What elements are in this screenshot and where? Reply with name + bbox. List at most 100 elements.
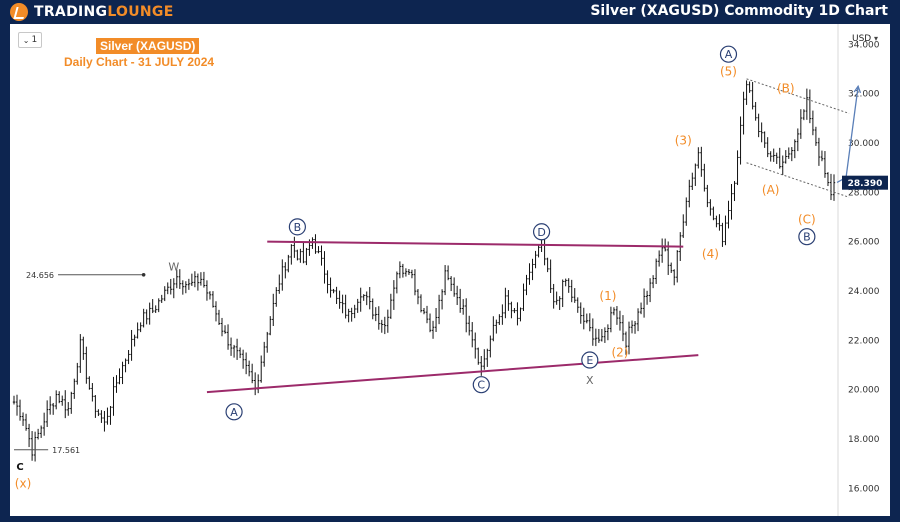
ohlc-bar — [461, 299, 465, 315]
y-tick-label: 28.000 — [848, 188, 880, 198]
last-price-label: 28.390 — [848, 179, 883, 189]
ohlc-bar — [480, 356, 483, 376]
ohlc-bar — [272, 293, 275, 327]
ohlc-bar — [175, 269, 178, 289]
ohlc-bar — [386, 309, 390, 333]
wave-label: C — [16, 462, 23, 473]
chart-area[interactable]: USD ▾ 34.000 32.000 30.000 28.000 26.000 24.000… — [10, 24, 890, 516]
ohlc-bar — [302, 241, 305, 264]
interval-selector[interactable]: ⌄ 1 — [18, 32, 42, 48]
ohlc-bar — [685, 197, 688, 226]
ohlc-bar — [455, 285, 459, 306]
ohlc-bar — [172, 278, 175, 299]
ohlc-bar — [567, 278, 570, 293]
ohlc-bar — [645, 290, 649, 305]
ohlc-bar — [347, 308, 350, 323]
ohlc-bar — [642, 288, 646, 318]
ohlc-bar — [799, 109, 803, 139]
ohlc-bar — [67, 402, 70, 416]
ohlc-bar — [730, 183, 733, 220]
ohlc-bar — [305, 247, 308, 266]
ohlc-bar — [507, 290, 510, 311]
ohlc-bar — [657, 250, 661, 267]
ohlc-bar — [374, 307, 377, 322]
ohlc-bar — [618, 310, 622, 331]
ohlc-bar — [654, 258, 658, 285]
ohlc-bar — [55, 390, 58, 410]
ohlc-bar — [703, 163, 706, 192]
ohlc-bar — [30, 431, 34, 461]
ohlc-bar — [299, 248, 302, 263]
ohlc-bar — [24, 413, 28, 431]
last-price-badge — [842, 175, 888, 190]
ohlc-bar — [199, 272, 203, 286]
ohlc-bar — [576, 297, 579, 313]
logo-word-lounge: LOUNGE — [107, 4, 174, 20]
ohlc-bar — [33, 431, 37, 462]
ohlc-bar — [260, 355, 263, 383]
ohlc-bar — [64, 390, 67, 419]
ohlc-bar — [682, 214, 685, 238]
ohlc-bar — [88, 376, 91, 390]
ohlc-bar — [519, 307, 522, 322]
ohlc-bar — [585, 313, 588, 324]
ohlc-bar — [498, 314, 501, 325]
ohlc-bar — [407, 269, 411, 275]
wave-label-circle — [532, 223, 551, 241]
ohlc-bar — [335, 286, 338, 304]
ohlc-bar — [42, 412, 46, 436]
wave-label-text: B — [803, 231, 811, 244]
ohlc-bar — [504, 287, 507, 319]
wave-label: (A) — [762, 183, 780, 197]
ohlc-bar — [486, 348, 489, 367]
logo-word-trading: TRADING — [34, 4, 108, 20]
ohlc-bar — [465, 298, 468, 333]
ohlc-bar — [697, 147, 700, 169]
wave-label-circle — [225, 403, 243, 421]
ohlc-bar — [715, 215, 718, 228]
ohlc-bar — [558, 296, 561, 310]
ohlc-bar — [832, 174, 836, 201]
ohlc-bar — [422, 307, 426, 315]
ohlc-bar — [229, 337, 233, 356]
ohlc-bar — [139, 322, 142, 333]
ohlc-bar — [392, 280, 396, 310]
wave-label-text: (1) — [599, 289, 616, 303]
ohlc-bar — [103, 410, 106, 432]
ohlc-bar — [615, 306, 619, 325]
wave-label-circle — [719, 45, 738, 63]
ohlc-bar — [241, 349, 245, 369]
ohlc-bar — [338, 290, 341, 309]
ohlc-bar — [663, 238, 667, 252]
ohlc-bar — [489, 335, 492, 358]
interval-chevron-icon: ⌄ — [22, 35, 30, 45]
ohlc-bar — [573, 288, 576, 303]
ohlc-bar — [296, 249, 299, 261]
ohlc-bar — [329, 277, 332, 298]
y-tick-label: 20.000 — [848, 386, 880, 396]
ohlc-bar — [660, 238, 664, 263]
ohlc-bar — [718, 214, 721, 231]
ohlc-bar — [160, 294, 163, 303]
ohlc-bar — [266, 331, 269, 353]
ohlc-bar — [223, 325, 227, 334]
wave-label: (C) — [798, 212, 816, 226]
ohlc-bar — [97, 409, 100, 417]
price-marker-label: 17.561 — [52, 446, 80, 455]
y-tick-label: 24.000 — [848, 287, 880, 297]
ohlc-bar — [528, 263, 531, 285]
ohlc-bar — [742, 91, 745, 135]
wave-label: A — [719, 45, 738, 63]
ohlc-bar — [437, 294, 441, 325]
ohlc-bar — [169, 278, 172, 295]
ohlc-bar — [133, 334, 136, 347]
ohlc-bar — [624, 331, 628, 355]
ohlc-bar — [70, 391, 73, 414]
ohlc-bar — [633, 321, 637, 334]
ohlc-bar — [118, 368, 121, 385]
ohlc-bar — [362, 294, 365, 301]
ohlc-bar — [471, 322, 474, 348]
ohlc-bar — [401, 263, 405, 278]
ohlc-bar — [235, 338, 239, 360]
ohlc-bar — [100, 410, 103, 423]
